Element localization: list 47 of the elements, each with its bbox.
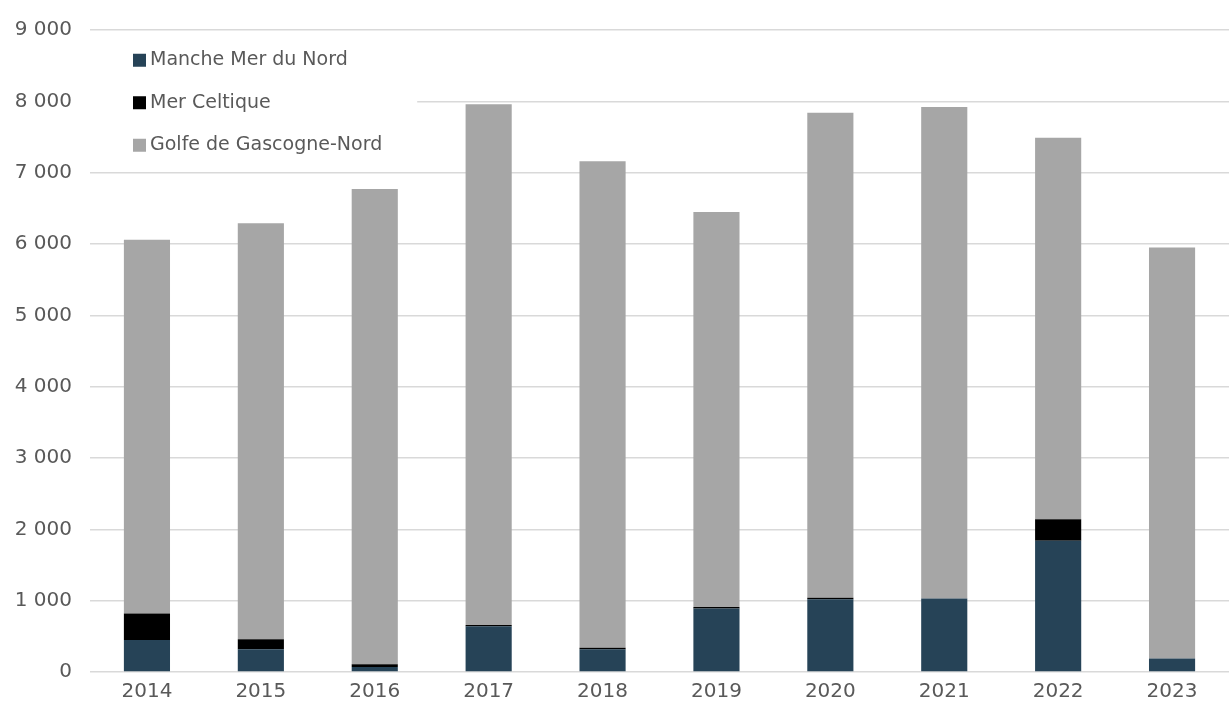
x-tick-label: 2017	[463, 678, 515, 703]
bar	[351, 664, 398, 668]
bar	[123, 613, 171, 640]
bar	[807, 112, 854, 598]
x-tick-label: 2021	[918, 678, 970, 703]
y-tick-label: 5 000	[14, 301, 72, 326]
y-tick-label: 6 000	[14, 230, 72, 255]
bar	[921, 107, 968, 599]
legend-label: Mer Celtique	[150, 89, 271, 112]
bar	[693, 211, 740, 608]
x-tick-label: 2019	[691, 678, 742, 703]
x-tick-label: 2020	[804, 678, 856, 703]
x-tick-label: 2023	[1146, 678, 1198, 703]
x-tick-label: 2018	[577, 678, 628, 703]
bar	[123, 639, 171, 672]
x-tick-label: 2015	[235, 678, 287, 703]
bar	[579, 161, 626, 648]
y-tick-label: 3 000	[14, 444, 72, 469]
bar	[237, 639, 284, 650]
bar	[237, 223, 284, 640]
bar	[465, 104, 512, 625]
bar	[351, 667, 398, 672]
bar	[465, 626, 512, 672]
legend-label: Golfe de Gascogne-Nord	[150, 132, 383, 155]
bar	[237, 649, 284, 672]
x-tick-label: 2016	[349, 678, 401, 703]
x-tick-label: 2014	[121, 678, 173, 703]
bar	[123, 239, 171, 614]
y-tick-label: 0	[59, 658, 72, 683]
bar	[1035, 540, 1082, 672]
bar	[579, 649, 626, 672]
bar	[807, 599, 854, 672]
x-tick-label: 2022	[1032, 678, 1084, 703]
y-tick-label: 4 000	[14, 372, 72, 397]
bar	[693, 608, 740, 672]
y-tick-label: 9 000	[14, 16, 72, 41]
y-tick-label: 1 000	[14, 586, 72, 611]
legend-label: Manche Mer du Nord	[150, 47, 348, 70]
bar	[921, 598, 968, 672]
bar	[351, 189, 398, 665]
y-tick-label: 8 000	[14, 87, 72, 112]
y-tick-label: 2 000	[14, 515, 72, 540]
bar	[1035, 137, 1082, 520]
bar	[1148, 247, 1196, 659]
y-tick-label: 7 000	[14, 158, 72, 183]
bar	[1148, 658, 1196, 672]
bar	[1035, 519, 1082, 541]
